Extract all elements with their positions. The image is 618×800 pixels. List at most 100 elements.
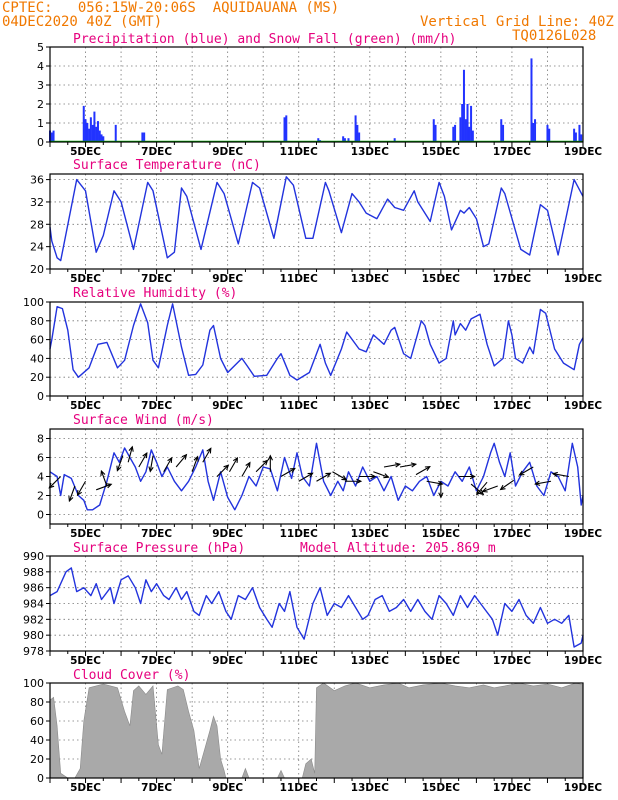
wind-arrow <box>76 480 87 497</box>
precip-bar <box>500 119 503 142</box>
precip-bar <box>283 117 286 142</box>
wind-arrow <box>175 453 188 468</box>
y-tick-label: 986 <box>23 582 44 595</box>
panel-wind: 0 2 4 6 8 5DEC 7DEC 9DEC 11DEC 13DEC 15DEC 17DEC 19D… <box>37 413 602 540</box>
precip-bar <box>574 132 577 142</box>
wind-arrow <box>551 471 569 478</box>
x-tick-label: 5DEC <box>70 146 101 158</box>
y-tick-label: 80 <box>30 696 44 709</box>
y-tick-label: 20 <box>30 371 44 384</box>
wind-arrow-head <box>394 462 402 468</box>
precip-bar <box>464 119 467 142</box>
precip-bar <box>471 130 474 142</box>
wind-arrow-head <box>106 483 113 489</box>
wind-arrow <box>68 485 76 503</box>
precip-bar <box>462 69 465 142</box>
x-tick-label: 15DEC <box>422 782 461 794</box>
y-tick-label: 32 <box>30 196 44 209</box>
precip-bar <box>114 124 117 142</box>
wind-arrow <box>415 465 431 476</box>
wind-arrow-shaft <box>241 462 251 477</box>
wind-arrow-head <box>307 472 314 478</box>
wind-arrow <box>383 462 402 468</box>
wind-arrow-head <box>68 496 74 503</box>
precip-bar <box>96 121 99 142</box>
x-tick-label: 19DEC <box>564 655 603 667</box>
precip-bar <box>578 124 581 142</box>
wind-arrow-head <box>478 489 485 496</box>
wind-arrow-head <box>267 454 273 461</box>
wind-arrow <box>116 455 124 472</box>
panel-humidity: 0 20 40 60 80 100 5DEC 7DEC 9DEC 11DEC 13DEC 15DEC 1… <box>23 286 602 412</box>
precip-bar <box>285 115 288 142</box>
wind-arrow-shaft <box>68 485 76 502</box>
precip-bar <box>534 119 537 142</box>
wind-arrow-head <box>518 470 525 476</box>
precip-bar <box>95 126 98 142</box>
y-tick-label: 978 <box>23 645 44 658</box>
panel-title-temperature: Surface Temperature (nC) <box>73 158 261 173</box>
precip-bar <box>434 124 437 142</box>
wind-arrow-head <box>325 472 332 478</box>
wind-arrow-shaft <box>280 468 296 477</box>
precip-bar <box>343 138 346 142</box>
x-tick-label: 5DEC <box>70 782 101 794</box>
wind-arrow <box>499 479 515 491</box>
wind-arrow-head <box>341 475 348 481</box>
precip-bar <box>52 130 55 142</box>
x-tick-label: 17DEC <box>493 146 532 158</box>
y-tick-label: 100 <box>23 677 44 690</box>
x-tick-label: 11DEC <box>280 146 319 158</box>
panel-pressure: 978 980 982 984 986 988 990 5DEC 7DEC 9DEC 11DEC 13… <box>23 541 602 667</box>
x-tick-label: 13DEC <box>351 146 390 158</box>
precip-bar <box>91 124 94 142</box>
precip-bar <box>50 132 53 142</box>
plot-area-precip <box>50 47 583 142</box>
y-tick-label: 2 <box>37 490 44 503</box>
y-tick-label: 988 <box>23 566 44 579</box>
wind-arrow-shaft <box>216 464 229 477</box>
x-tick-label: 19DEC <box>564 146 603 158</box>
header-station: CPTEC: 056:15W-20:06S AQUIDAUANA (MS) <box>2 0 340 16</box>
x-tick-label: 5DEC <box>70 273 101 285</box>
y-tick-label: 0 <box>37 509 44 522</box>
x-tick-label: 13DEC <box>351 782 390 794</box>
meteogram-panels: 0 1 2 3 4 5 5DEC 7DEC 9DEC 11DEC 13DEC 15DEC 17DEC 19… <box>23 32 602 794</box>
y-tick-label: 0 <box>37 136 44 149</box>
precip-bar <box>432 119 435 142</box>
wind-arrow-shaft <box>116 455 124 471</box>
y-tick-label: 0 <box>37 390 44 403</box>
wind-arrow-shaft <box>399 463 416 468</box>
panel-precip: 0 1 2 3 4 5 5DEC 7DEC 9DEC 11DEC 13DEC 15DEC 17DEC 19… <box>37 32 602 158</box>
wind-arrow-shaft <box>255 460 268 473</box>
x-tick-label: 7DEC <box>141 528 172 540</box>
precip-bar <box>356 124 359 142</box>
x-tick-label: 11DEC <box>280 528 319 540</box>
precip-bar <box>82 105 85 142</box>
x-tick-label: 15DEC <box>422 146 461 158</box>
precip-bar <box>548 128 551 142</box>
x-tick-label: 7DEC <box>141 655 172 667</box>
precip-bar <box>342 136 345 142</box>
precip-bar <box>393 138 396 142</box>
x-tick-label: 7DEC <box>141 400 172 412</box>
wind-arrow-head <box>424 465 431 472</box>
precip-bar <box>454 124 457 142</box>
wind-arrow-head <box>410 462 418 468</box>
y-tick-label: 8 <box>37 433 44 446</box>
wind-arrow-head <box>481 487 488 493</box>
precip-bar <box>143 132 146 142</box>
x-tick-label: 11DEC <box>280 782 319 794</box>
header-model-id: TQ0126L028 <box>512 28 597 44</box>
y-tick-label: 1 <box>37 117 44 130</box>
x-tick-label: 19DEC <box>564 782 603 794</box>
wind-arrow-head <box>534 480 541 486</box>
wind-arrow <box>481 485 498 493</box>
precip-bar <box>573 128 576 142</box>
precip-bar <box>580 134 583 142</box>
wind-arrow-head <box>142 451 148 459</box>
y-tick-label: 4 <box>37 471 44 484</box>
wind-arrow-head <box>181 453 188 460</box>
y-tick-label: 40 <box>30 734 44 747</box>
